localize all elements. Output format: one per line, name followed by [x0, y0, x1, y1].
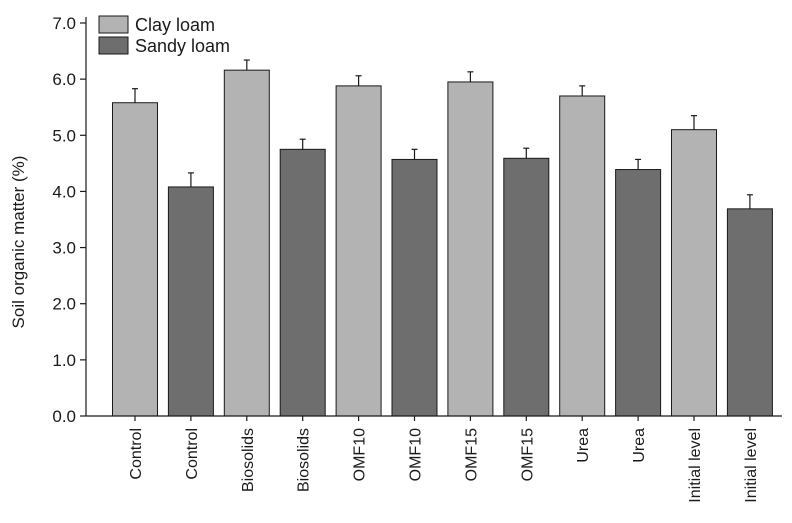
x-tick-label: Urea	[631, 428, 648, 463]
x-tick-label: Initial level	[743, 428, 760, 503]
bar	[726, 208, 773, 417]
x-tick-label: Initial level	[687, 428, 704, 503]
legend-swatch	[98, 36, 129, 55]
bars	[112, 59, 773, 417]
legend-label: Sandy loam	[135, 36, 230, 56]
bar	[559, 95, 606, 417]
y-axis-title: Soil organic matter (%)	[9, 156, 28, 329]
y-tick-label: 3.0	[52, 239, 76, 258]
bar	[335, 85, 382, 417]
bar	[223, 69, 270, 417]
bar	[615, 169, 662, 417]
legend-swatch	[98, 15, 129, 34]
y-tick-label: 5.0	[52, 126, 76, 145]
legend-label: Clay loam	[135, 15, 215, 35]
x-axis: Control Control Biosolids Biosolids OMF10 OMF…	[86, 415, 782, 503]
y-axis: 0.0 1.0 2.0 3.0 4.0 5.0 6.0 7.0	[52, 14, 87, 426]
x-tick-label: Urea	[575, 428, 592, 463]
bar	[112, 102, 158, 417]
bar	[447, 81, 494, 417]
bar	[503, 157, 550, 417]
y-tick-label: 4.0	[52, 182, 76, 201]
x-tick-label: Biosolids	[296, 428, 313, 492]
x-tick-label: Control	[128, 428, 145, 480]
y-tick-label: 6.0	[52, 70, 76, 89]
x-tick-label: OMF10	[408, 428, 425, 481]
x-tick-label: Control	[184, 428, 201, 480]
x-tick-label: Biosolids	[240, 428, 257, 492]
bar	[671, 129, 717, 417]
y-tick-label: 0.0	[52, 407, 76, 426]
y-tick-label: 7.0	[52, 14, 76, 33]
bar	[391, 158, 438, 417]
y-tick-label: 1.0	[52, 351, 76, 370]
y-tick-label: 2.0	[52, 295, 76, 314]
x-tick-label: OMF15	[519, 428, 536, 481]
bar	[279, 148, 326, 417]
bar	[167, 186, 214, 417]
x-tick-label: OMF10	[352, 428, 369, 481]
x-tick-label: OMF15	[463, 428, 480, 481]
